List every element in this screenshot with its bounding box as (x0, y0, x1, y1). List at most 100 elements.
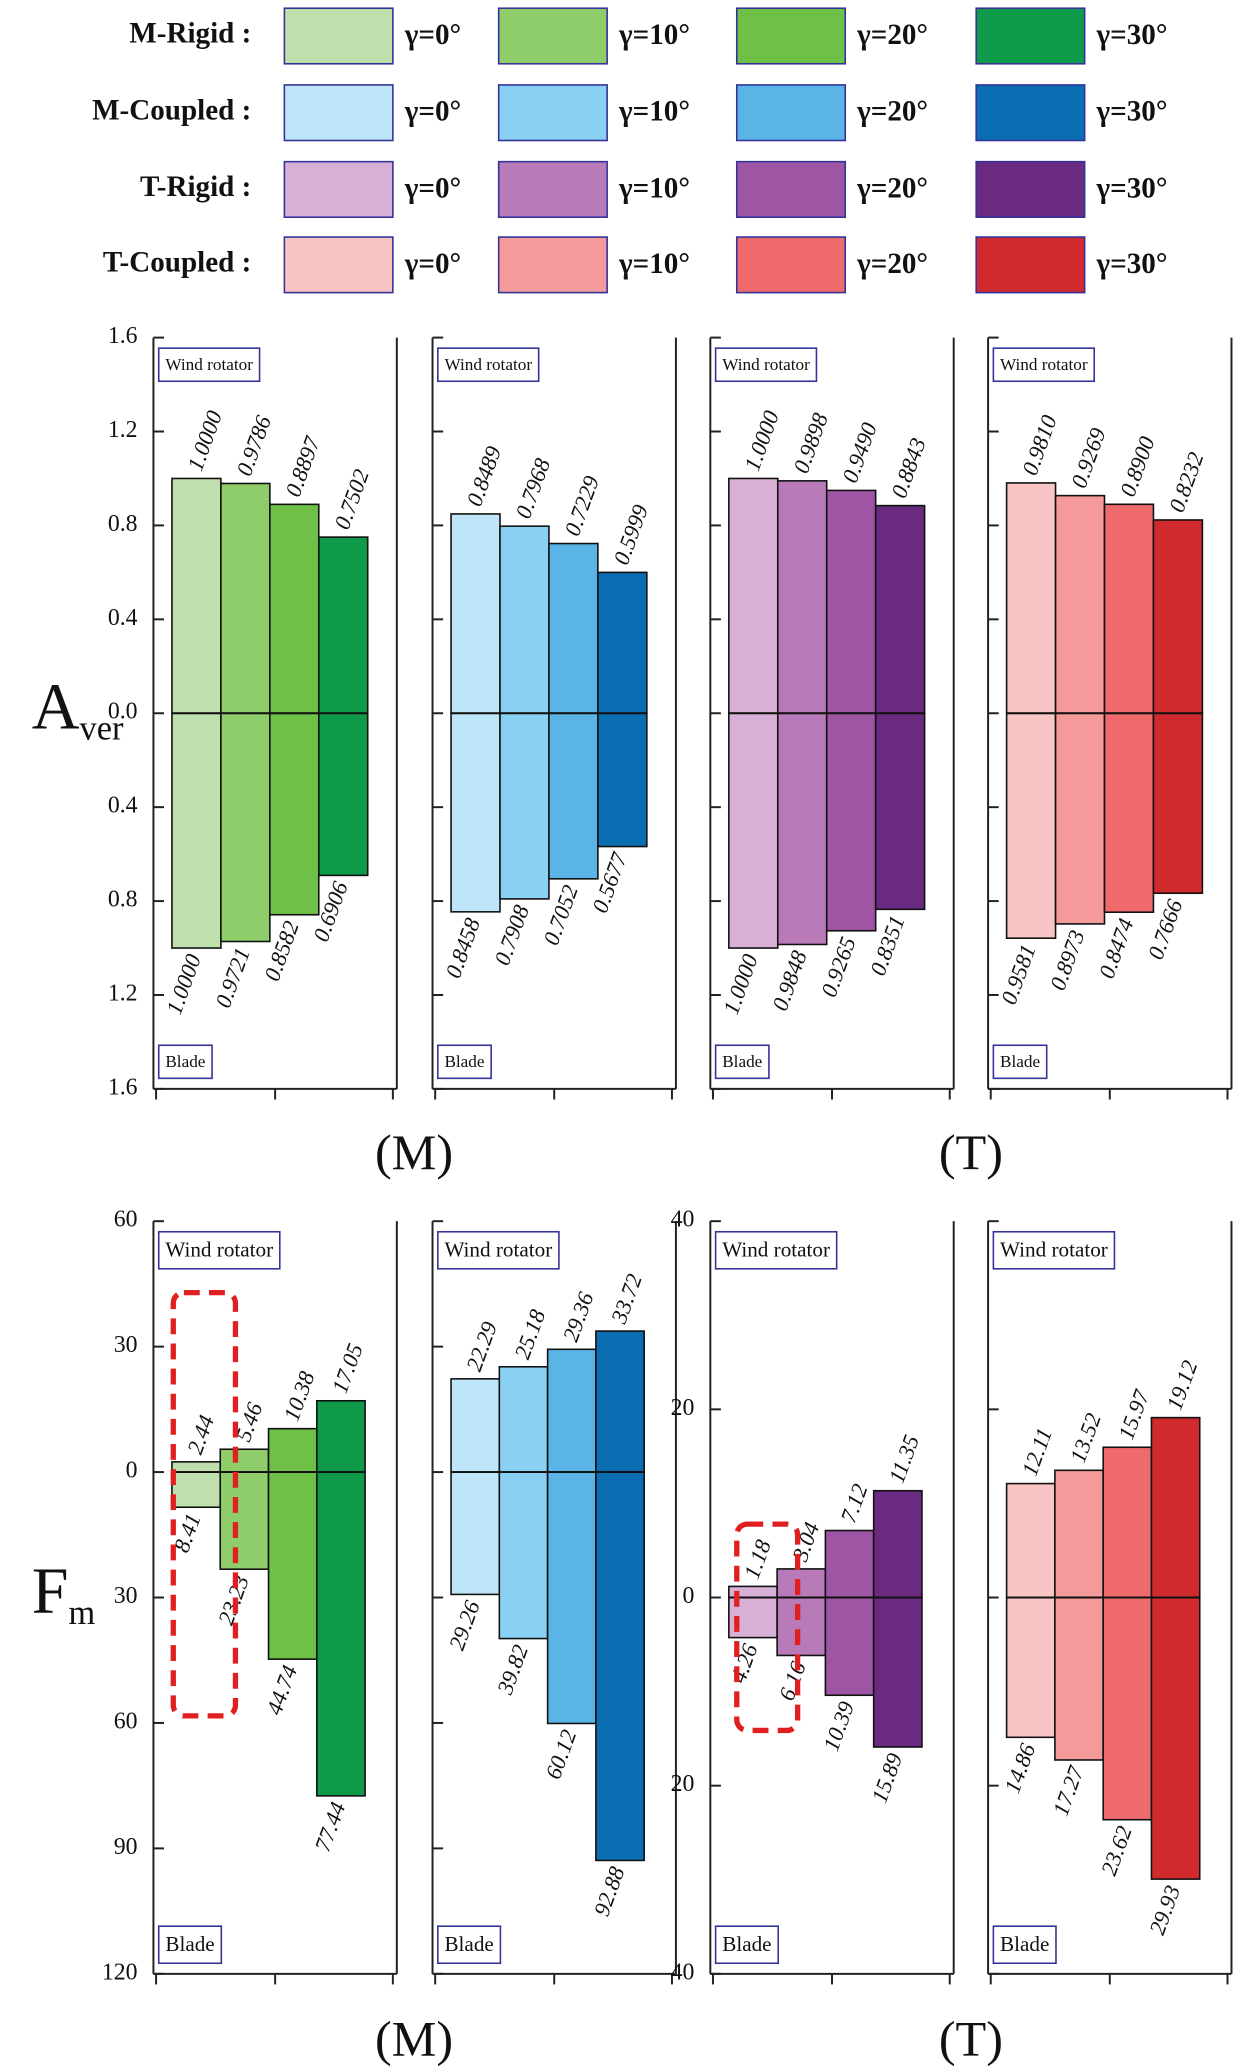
legend-label: γ=20° (856, 19, 928, 51)
legend-swatch (283, 160, 394, 219)
bar (498, 1471, 549, 1640)
value-label: 0.9898 (788, 410, 833, 477)
category-label: Wind rotator (165, 355, 253, 374)
category-frame (437, 1044, 492, 1080)
category-frame (437, 1925, 502, 1965)
category-box: Blade (157, 1925, 223, 1965)
y-axis-label-sub: ver (80, 710, 124, 748)
legend-row-label: M-Coupled : (92, 94, 251, 126)
y-tick-label: 40 (671, 1959, 695, 1985)
highlight-box (170, 1289, 239, 1719)
legend-label: γ=30° (1096, 248, 1168, 280)
bar (498, 1365, 549, 1473)
bar (1102, 1596, 1153, 1821)
bar (824, 1529, 875, 1599)
bar (267, 1427, 318, 1473)
legend-swatch (735, 160, 847, 219)
value-label: 17.27 (1048, 1762, 1089, 1819)
legend-label: γ=20° (856, 172, 928, 204)
bar (1005, 1596, 1056, 1739)
value-label: 92.88 (589, 1863, 630, 1919)
bar (220, 712, 271, 943)
category-label: Blade (444, 1052, 484, 1071)
legend-swatch (735, 7, 847, 65)
value-label: 19.12 (1162, 1357, 1203, 1413)
value-label: 1.0000 (739, 407, 784, 474)
bar (1005, 712, 1057, 939)
category-box: Wind rotator (714, 347, 818, 383)
value-label: 44.74 (261, 1662, 302, 1718)
value-label: 0.7229 (559, 472, 604, 539)
value-label: 77.44 (310, 1799, 351, 1855)
category-frame (157, 1230, 281, 1270)
legend-label: γ=0° (404, 172, 461, 204)
category-box: Blade (437, 1044, 492, 1080)
value-label: 1.0000 (718, 951, 763, 1018)
legend-swatch (735, 236, 847, 294)
legend-label: γ=10° (618, 248, 690, 280)
legend-swatch (283, 84, 394, 142)
value-label: 0.8489 (462, 443, 507, 510)
bar (546, 1348, 597, 1473)
category-box: Wind rotator (437, 1230, 560, 1270)
category-box: Wind rotator (157, 347, 261, 383)
category-frame (437, 1230, 560, 1270)
y-tick-label: 20 (671, 1395, 695, 1421)
category-label: Wind rotator (722, 355, 810, 374)
category-frame (157, 1044, 213, 1080)
highlight-box (734, 1521, 801, 1734)
y-tick-label: 30 (114, 1332, 138, 1358)
bar (546, 1471, 597, 1725)
value-label: 25.18 (510, 1306, 551, 1362)
category-frame (714, 1230, 838, 1270)
value-label: 12.11 (1017, 1425, 1057, 1479)
y-tick-label: 0 (126, 1458, 138, 1484)
value-label: 7.12 (836, 1481, 873, 1527)
category-label: Blade (165, 1932, 214, 1956)
legend-row-label: M-Rigid : (129, 18, 251, 50)
bar (1005, 1482, 1056, 1599)
bar (597, 712, 648, 848)
bar (874, 712, 926, 911)
legend-swatch (283, 7, 394, 65)
bar (825, 489, 877, 715)
bar (776, 712, 828, 946)
category-label: Wind rotator (1000, 355, 1088, 374)
legend-label: γ=20° (856, 248, 928, 280)
value-label: 2.44 (182, 1412, 219, 1458)
bar (499, 712, 550, 900)
legend-label: γ=0° (404, 96, 461, 128)
bar (450, 1471, 501, 1596)
category-label: Wind rotator (165, 1237, 273, 1261)
legend-label: γ=0° (404, 248, 461, 280)
legend-swatch (975, 7, 1086, 65)
bar (824, 1596, 875, 1697)
value-label: 0.7502 (329, 466, 374, 533)
legend-swatch (497, 236, 608, 294)
value-label: 15.89 (867, 1750, 908, 1806)
y-tick-label: 120 (102, 1959, 138, 1985)
value-label: 0.9786 (231, 412, 276, 479)
value-label: 11.35 (884, 1432, 924, 1486)
value-label: 14.86 (1000, 1739, 1041, 1796)
value-label: 0.9721 (210, 944, 255, 1011)
value-label: 0.8474 (1094, 915, 1139, 982)
value-label: 29.26 (444, 1597, 485, 1654)
category-box: Blade (992, 1925, 1057, 1965)
category-frame (157, 1925, 223, 1965)
y-tick-label: 1.6 (108, 323, 138, 349)
bar (825, 712, 877, 932)
bar (1103, 712, 1155, 914)
value-label: 1.0000 (182, 407, 227, 474)
bar (316, 1399, 366, 1473)
bar (1054, 712, 1106, 925)
bar (450, 513, 501, 715)
bar (316, 1471, 366, 1797)
value-label: 1.18 (739, 1536, 776, 1582)
value-label: 0.9490 (837, 419, 882, 486)
group-label: (T) (939, 1124, 1003, 1180)
category-label: Wind rotator (444, 1237, 552, 1261)
category-frame (992, 1925, 1057, 1965)
y-axis-label: A (32, 670, 80, 743)
category-box: Blade (157, 1044, 213, 1080)
